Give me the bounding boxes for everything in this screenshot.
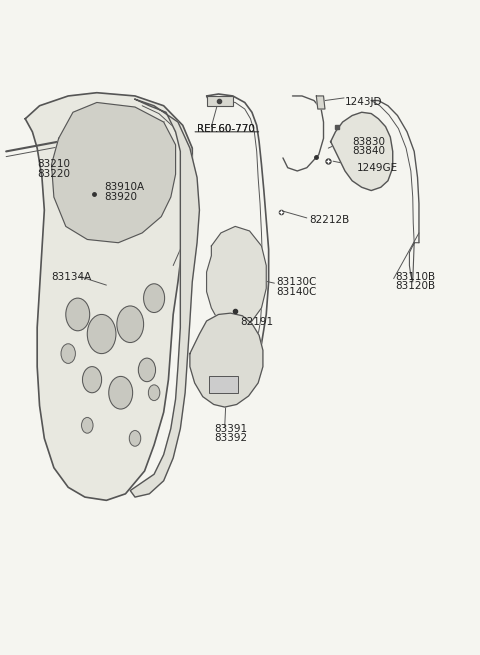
Text: 83392: 83392 — [214, 434, 247, 443]
Text: 83120B: 83120B — [395, 282, 435, 291]
Text: 83210: 83210 — [37, 159, 70, 170]
Text: REF.60-770: REF.60-770 — [197, 124, 254, 134]
Text: 83391: 83391 — [214, 424, 247, 434]
Text: 82212B: 82212B — [309, 215, 349, 225]
Text: 83220: 83220 — [37, 169, 70, 179]
Text: REF.60-770: REF.60-770 — [197, 124, 254, 134]
Text: 83830: 83830 — [352, 137, 385, 147]
Circle shape — [148, 385, 160, 401]
Circle shape — [83, 367, 102, 393]
Polygon shape — [206, 96, 233, 105]
FancyBboxPatch shape — [209, 377, 238, 393]
Text: 83910A: 83910A — [104, 182, 144, 193]
Polygon shape — [190, 313, 263, 407]
Text: 83134A: 83134A — [51, 272, 92, 282]
Circle shape — [117, 306, 144, 343]
Circle shape — [129, 430, 141, 446]
Text: 83920: 83920 — [104, 192, 137, 202]
Text: 1249GE: 1249GE — [357, 162, 398, 173]
Polygon shape — [25, 93, 192, 500]
Text: 1243JD: 1243JD — [345, 98, 383, 107]
Polygon shape — [206, 227, 266, 328]
Circle shape — [61, 344, 75, 364]
Text: 83140C: 83140C — [276, 287, 316, 297]
Polygon shape — [316, 96, 325, 109]
Circle shape — [66, 298, 90, 331]
Text: 83130C: 83130C — [276, 277, 316, 287]
Polygon shape — [130, 99, 199, 497]
Text: 82191: 82191 — [240, 317, 273, 328]
Circle shape — [144, 284, 165, 312]
Polygon shape — [51, 102, 176, 243]
Circle shape — [138, 358, 156, 382]
Circle shape — [109, 377, 132, 409]
Text: 83110B: 83110B — [395, 272, 435, 282]
Circle shape — [82, 417, 93, 433]
Text: 83840: 83840 — [352, 147, 385, 157]
Polygon shape — [331, 112, 393, 191]
Circle shape — [87, 314, 116, 354]
